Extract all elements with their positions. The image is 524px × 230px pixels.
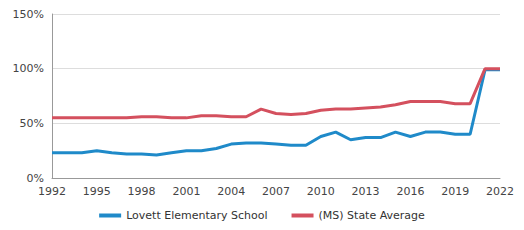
svg-text:150%: 150% [13,8,44,21]
svg-text:2016: 2016 [396,185,424,198]
svg-text:1995: 1995 [83,185,111,198]
svg-text:2004: 2004 [217,185,245,198]
svg-text:2010: 2010 [307,185,335,198]
svg-text:50%: 50% [20,117,44,130]
svg-text:100%: 100% [13,62,44,75]
svg-text:1992: 1992 [38,185,66,198]
svg-text:Lovett Elementary School: Lovett Elementary School [126,209,267,222]
svg-text:2022: 2022 [486,185,514,198]
svg-text:2001: 2001 [172,185,200,198]
svg-text:2019: 2019 [441,185,469,198]
svg-text:1998: 1998 [128,185,156,198]
svg-text:0%: 0% [27,172,44,185]
svg-text:(MS) State Average: (MS) State Average [319,209,426,222]
svg-text:2013: 2013 [352,185,380,198]
svg-text:2007: 2007 [262,185,290,198]
